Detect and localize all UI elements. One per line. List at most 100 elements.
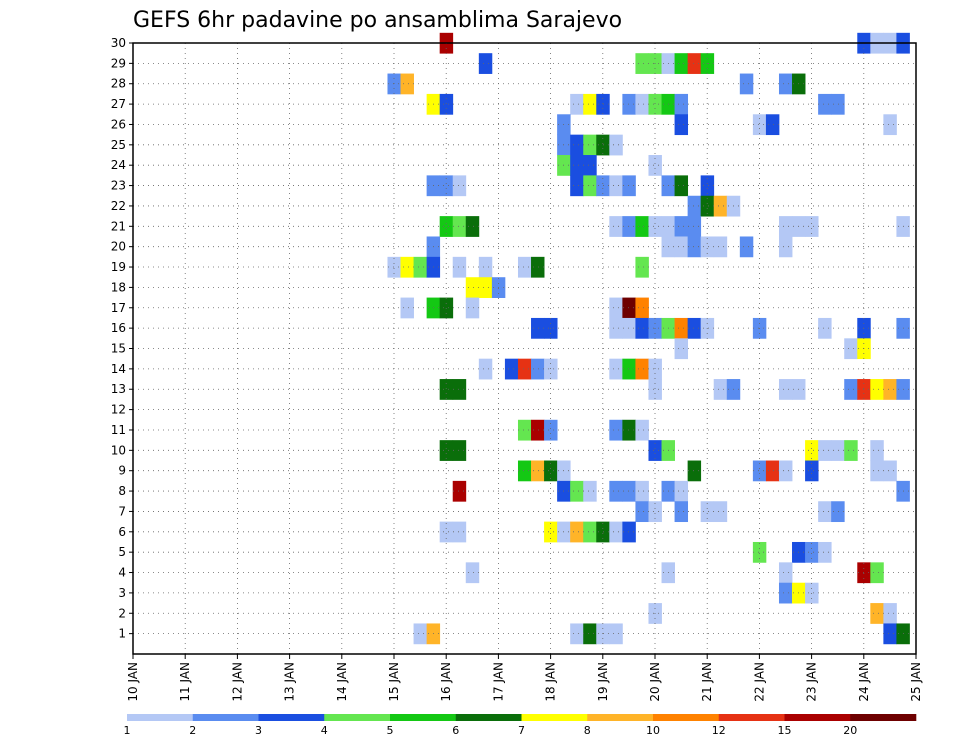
heatmap-cell [674, 93, 689, 115]
heatmap-cell [831, 440, 845, 461]
heatmap-cell [622, 297, 636, 319]
x-tick-label: 16 JAN [439, 662, 453, 702]
colorbar-label: 6 [452, 724, 459, 737]
x-tick-label: 20 JAN [648, 662, 662, 702]
y-tick-label: 15 [111, 342, 126, 356]
y-tick-label: 18 [111, 280, 126, 294]
heatmap-cell [413, 623, 428, 645]
heatmap-cell [752, 460, 767, 482]
colorbar-label: 1 [124, 724, 131, 737]
y-tick-label: 19 [111, 260, 126, 274]
heatmap-cell [478, 358, 493, 380]
heatmap-cell [739, 73, 754, 95]
colorbar-label: 10 [646, 724, 660, 737]
heatmap-cell [648, 93, 662, 115]
heatmap-cell [596, 134, 610, 156]
heatmap-cell [778, 236, 793, 258]
x-tick-label: 24 JAN [857, 662, 871, 702]
colorbar-label: 7 [518, 724, 525, 737]
colorbar-label: 8 [584, 724, 591, 737]
colorbar-swatch [455, 714, 522, 721]
y-tick-label: 24 [111, 158, 126, 172]
heatmap-cell [844, 379, 858, 400]
heatmap-cell [609, 419, 623, 441]
x-tick-label: 17 JAN [491, 662, 505, 702]
heatmap-cell [439, 216, 454, 237]
heatmap-cell [818, 317, 832, 339]
heatmap-cell [739, 236, 754, 258]
heatmap-cell [544, 460, 558, 482]
heatmap-cell [413, 256, 428, 278]
heatmap-cell [596, 521, 610, 543]
heatmap-cell [452, 256, 467, 278]
heatmap-cell [517, 358, 532, 380]
heatmap-cell [531, 358, 545, 380]
x-tick-label: 12 JAN [230, 662, 244, 702]
heatmap-cell [648, 155, 662, 176]
heatmap-cell [870, 460, 884, 482]
heatmap-cell [752, 114, 767, 136]
grid [133, 43, 916, 654]
y-tick-label: 11 [111, 423, 126, 437]
heatmap-cell [609, 297, 623, 319]
heatmap-cell [531, 419, 545, 441]
heatmap-cell [452, 379, 467, 400]
colorbar-label: 4 [321, 724, 328, 737]
colorbar-swatch [521, 714, 588, 721]
heatmap-cell [570, 623, 584, 645]
heatmap-cell [765, 114, 780, 136]
heatmap-cell [570, 155, 584, 176]
heatmap-cell [778, 216, 793, 237]
heatmap-cell [700, 236, 715, 258]
y-tick-label: 25 [111, 138, 126, 152]
heatmap-cell [687, 317, 702, 339]
heatmap-cell [674, 338, 689, 360]
y-tick-label: 17 [111, 301, 126, 315]
heatmap-cell [439, 379, 454, 400]
y-tick-label: 13 [111, 382, 126, 396]
y-tick-label: 28 [111, 77, 126, 91]
heatmap-cell [870, 562, 884, 584]
heatmap-cell [400, 297, 414, 319]
heatmap-cell [622, 419, 636, 441]
x-tick-label: 22 JAN [752, 662, 766, 702]
y-tick-label: 16 [111, 321, 126, 335]
heatmap-cell [452, 440, 467, 461]
heatmap-cell [831, 501, 845, 523]
heatmap-cell [674, 317, 689, 339]
heatmap-cell [635, 317, 649, 339]
heatmap-cell [635, 256, 649, 278]
heatmap-cell [713, 236, 728, 258]
colorbar-swatch [192, 714, 259, 721]
heatmap-cell [504, 358, 519, 380]
colorbar-label: 12 [712, 724, 726, 737]
heatmap-cell [583, 480, 597, 502]
heatmap-cell [531, 317, 545, 339]
colorbar-legend: 1 2 3 4 5 6 7 8 10 12 15 20 [124, 714, 917, 737]
heatmap-cell [700, 195, 715, 217]
heatmap-cell [818, 501, 832, 523]
heatmap-cell [648, 358, 662, 380]
heatmap-cell [439, 440, 454, 461]
x-tick-label: 18 JAN [544, 662, 558, 702]
heatmap-cell [831, 93, 845, 115]
heatmap-cell [818, 93, 832, 115]
heatmap-cell [609, 134, 623, 156]
heatmap-cell [609, 175, 623, 197]
heatmap-cell [805, 541, 819, 563]
heatmap-cell [635, 53, 649, 74]
heatmap-cell [635, 358, 649, 380]
heatmap-cell [439, 175, 454, 197]
y-tick-label: 10 [111, 443, 126, 457]
heatmap-cell [713, 195, 728, 217]
heatmap-cell [844, 338, 858, 360]
heatmap-cell [648, 216, 662, 237]
y-tick-label: 6 [118, 525, 126, 539]
heatmap-cell [583, 623, 597, 645]
heatmap-cell [583, 521, 597, 543]
heatmap-cell [883, 114, 897, 136]
heatmap-cell [596, 175, 610, 197]
colorbar-swatch [653, 714, 720, 721]
y-tick-label: 23 [111, 179, 126, 193]
colorbar-label: 3 [255, 724, 262, 737]
